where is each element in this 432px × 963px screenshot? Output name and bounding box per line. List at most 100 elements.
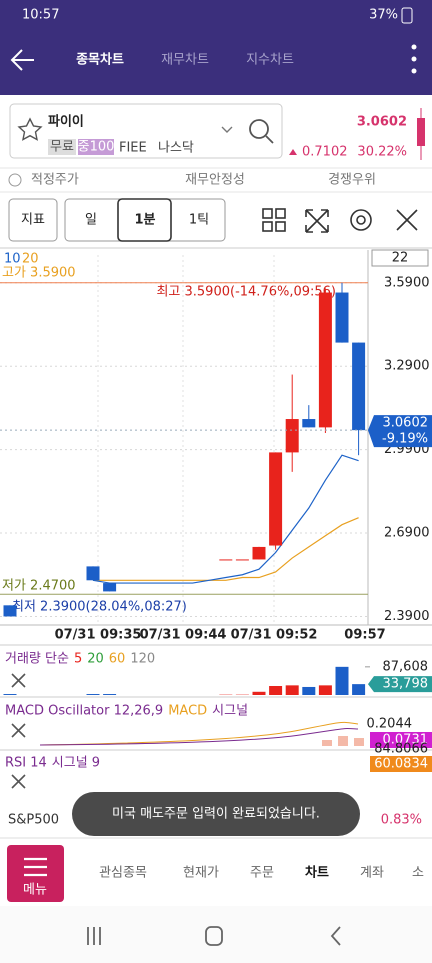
system-back[interactable]: [330, 926, 341, 946]
nav-item-active[interactable]: 차트: [305, 865, 329, 881]
menu-icon: [24, 857, 47, 877]
button[interactable]: [8, 198, 58, 242]
tools-icon[interactable]: [396, 209, 418, 231]
current-price: 3.0602: [383, 416, 429, 431]
current-price-box: [368, 415, 432, 448]
battery-icon: [401, 7, 413, 24]
volume-bar: [103, 694, 117, 695]
tag-bg: [48, 139, 76, 155]
panel-title-part: 거래량 단순: [5, 652, 69, 667]
tab-active[interactable]: 종목차트: [76, 52, 124, 68]
volume-bar: [269, 686, 283, 695]
status-battery: 37%: [369, 8, 398, 23]
legend: 20: [22, 252, 39, 267]
panel-title-part: 60: [109, 652, 126, 667]
price: 3.0602: [357, 115, 407, 130]
nav-item[interactable]: 현재가: [183, 866, 219, 881]
x-tick-label: 07/31 09:52: [231, 628, 318, 643]
macd-current: 0.0731: [383, 733, 429, 748]
count: 22: [392, 251, 409, 266]
count-box: [371, 249, 429, 267]
x-tick-label: 07/31 09:35: [55, 628, 142, 643]
status-time: 10:57: [22, 8, 59, 23]
header-bg: [0, 0, 432, 95]
panel-title-part: 시그널: [212, 704, 248, 719]
legend: 10: [4, 252, 21, 267]
rsi-current: 60.0834: [374, 757, 428, 772]
button-label: 1틱: [189, 213, 209, 228]
index-name: S&P500: [8, 813, 59, 828]
moving-average: [93, 517, 359, 581]
macd-line: [39, 721, 359, 746]
rsi-tick: 84.8066: [374, 742, 428, 757]
macd-histogram: [322, 736, 364, 746]
volume-bar: [252, 691, 266, 695]
min-annotation: 최저 2.3900(28.04%,08:27): [12, 600, 187, 615]
volume-current-box: [368, 676, 432, 693]
panel-title-part: MACD: [168, 704, 207, 719]
favorite-star[interactable]: [17, 117, 43, 141]
moving-average: [92, 454, 359, 584]
back-button[interactable]: [10, 49, 34, 71]
volume-bar: [285, 685, 299, 695]
system-nav: [0, 906, 432, 963]
up-arrow: [289, 149, 297, 155]
volume-current: 33,798: [383, 677, 429, 692]
menu-button[interactable]: [7, 845, 64, 902]
button-active[interactable]: [117, 198, 172, 242]
search-icon[interactable]: [249, 119, 274, 144]
candle-body: [335, 292, 349, 343]
price-change: 0.7102: [302, 145, 348, 160]
candle-body: [103, 583, 117, 592]
volume-bar: [318, 685, 332, 695]
candle-body: [86, 566, 100, 581]
current-change: -9.19%: [382, 432, 428, 447]
candle-body: [302, 419, 316, 428]
macd-tick: 0.2044: [367, 717, 413, 732]
panel-title-part: MACD Oscillator 12,26,9: [5, 704, 163, 719]
tag: 무료: [50, 140, 74, 155]
info-tab[interactable]: 경쟁우위: [328, 173, 376, 188]
info-tab[interactable]: 적정주가: [31, 173, 79, 188]
nav-item[interactable]: 소: [412, 866, 424, 881]
rsi-title: RSI 14 시그널 9: [5, 756, 100, 771]
index-change: 0.83%: [381, 813, 422, 828]
home-button[interactable]: [205, 926, 223, 946]
recent-apps[interactable]: [87, 927, 101, 945]
layout-icon[interactable]: [262, 208, 286, 232]
close-icons[interactable]: [11, 673, 26, 789]
bottom-nav: [0, 838, 432, 906]
info-tab[interactable]: 재무안정성: [185, 173, 245, 188]
y-tick-label: 3.5900: [384, 275, 430, 290]
x-tick-label: 09:57: [344, 628, 385, 643]
expand-icon[interactable]: [305, 209, 329, 233]
nav-item[interactable]: 주문: [250, 866, 274, 881]
macd-signal: [39, 728, 359, 746]
macd-current-box: [370, 732, 432, 748]
tab[interactable]: 재무차트: [161, 53, 209, 68]
high-label: 고가 3.5900: [2, 266, 76, 281]
nav-item[interactable]: 관심종목: [99, 866, 147, 881]
menu-label: 메뉴: [23, 883, 47, 898]
menu-dots[interactable]: [411, 44, 417, 74]
volume-bar: [302, 686, 316, 695]
panel-title-part: 시그널 9: [52, 756, 100, 771]
stock-name: 파이이: [48, 114, 84, 130]
candle-body: [352, 342, 366, 431]
candle-body: [269, 452, 283, 546]
nav-item[interactable]: 계좌: [360, 866, 384, 881]
toast-text: 미국 매도주문 입력이 완료되었습니다.: [112, 807, 320, 822]
toast: [72, 792, 360, 836]
dropdown[interactable]: [221, 126, 233, 133]
tab[interactable]: 지수차트: [246, 53, 294, 68]
panel-title-part: 120: [130, 652, 155, 667]
x-tick-label: 07/31 09:44: [140, 628, 227, 643]
tag: 중100: [78, 140, 115, 155]
help-icon: [8, 173, 22, 187]
panel-title-part: 20: [87, 652, 104, 667]
button-label: 1분: [134, 213, 155, 228]
candle-body: [285, 419, 299, 453]
settings-icon[interactable]: [350, 209, 372, 231]
button-label: 일: [85, 213, 97, 228]
candle-body: [235, 559, 249, 561]
